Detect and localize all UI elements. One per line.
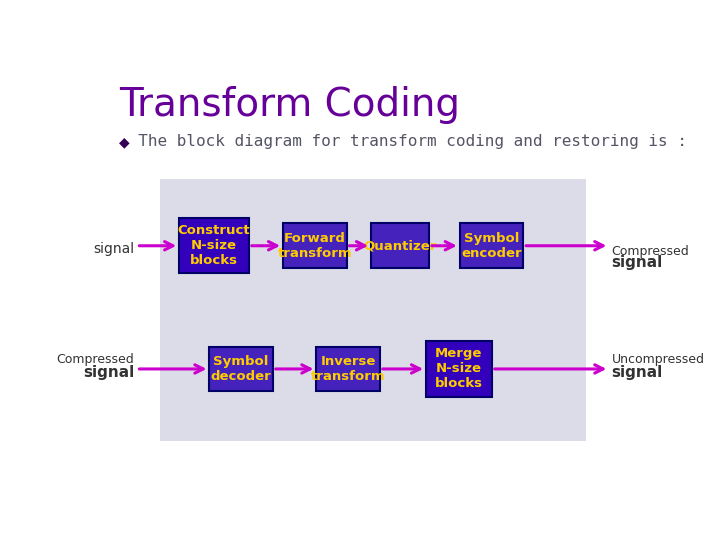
Bar (283, 224, 346, 268)
Bar (426, 341, 492, 397)
Text: signal: signal (93, 242, 134, 256)
Text: Uncompressed: Uncompressed (611, 353, 705, 366)
Text: signal: signal (611, 255, 663, 270)
Bar (210, 347, 273, 392)
Text: The block diagram for transform coding and restoring is :: The block diagram for transform coding a… (120, 134, 688, 149)
Text: Quantizer: Quantizer (364, 239, 437, 252)
Bar (160, 179, 586, 441)
Text: Compressed: Compressed (611, 245, 689, 259)
Bar (459, 224, 523, 268)
Text: signal: signal (83, 364, 134, 380)
Text: Merge
N-size
blocks: Merge N-size blocks (435, 347, 483, 390)
Bar (179, 218, 249, 273)
Bar (371, 224, 429, 268)
Text: ◆: ◆ (120, 135, 130, 149)
Bar (316, 347, 380, 392)
Text: Construct
N-size
blocks: Construct N-size blocks (178, 224, 251, 267)
Text: Symbol
decoder: Symbol decoder (211, 355, 271, 383)
Text: Symbol
encoder: Symbol encoder (461, 232, 522, 260)
Text: Transform Coding: Transform Coding (120, 86, 461, 124)
Text: Inverse
transform: Inverse transform (311, 355, 385, 383)
Text: Compressed: Compressed (56, 353, 134, 366)
Text: signal: signal (611, 364, 663, 380)
Text: Forward
transform: Forward transform (277, 232, 352, 260)
